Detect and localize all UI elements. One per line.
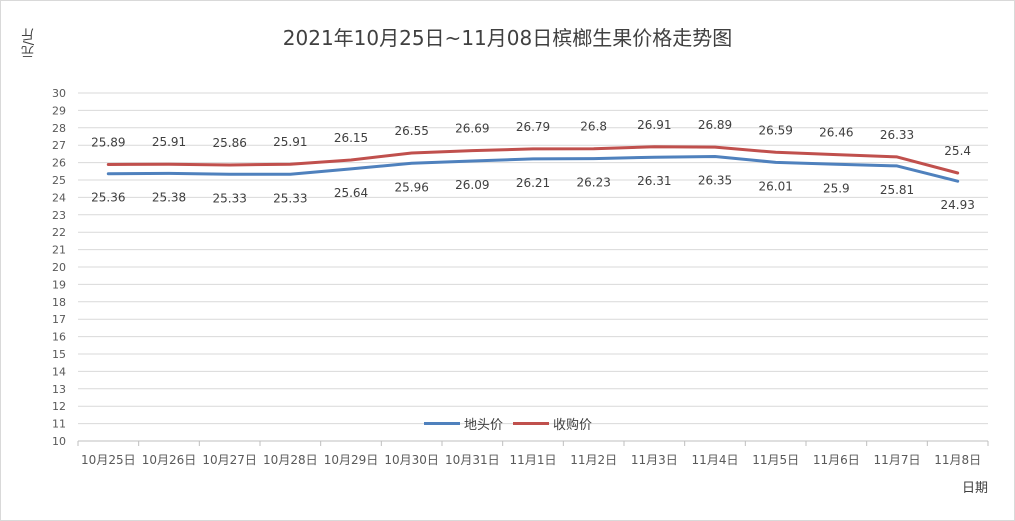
y-tick-label-27: 27: [52, 139, 66, 152]
data-label-series-0-14: 24.93: [940, 198, 974, 212]
data-label-series-1-9: 26.91: [637, 118, 671, 132]
data-label-series-0-1: 25.38: [152, 190, 186, 204]
data-label-series-1-12: 26.46: [819, 126, 853, 140]
x-tick-label-12: 11月6日: [813, 453, 860, 467]
y-tick-label-28: 28: [52, 122, 66, 135]
legend-label-series-1: 收购价: [553, 418, 593, 433]
data-label-series-1-10: 26.89: [698, 118, 732, 132]
y-tick-label-29: 29: [52, 104, 66, 117]
legend-item-series-1: 收购价: [513, 414, 592, 433]
data-label-series-0-12: 25.9: [823, 181, 850, 195]
y-tick-label-25: 25: [52, 174, 66, 187]
data-label-series-0-10: 26.35: [698, 174, 732, 188]
data-label-series-1-13: 26.33: [880, 128, 914, 142]
data-label-series-1-3: 25.91: [273, 135, 307, 149]
y-tick-label-13: 13: [52, 383, 66, 396]
data-label-series-0-3: 25.33: [273, 191, 307, 205]
y-tick-label-22: 22: [52, 226, 66, 239]
x-tick-label-2: 10月27日: [202, 453, 257, 467]
data-label-series-1-11: 26.59: [758, 123, 792, 137]
x-tick-label-3: 10月28日: [263, 453, 318, 467]
x-tick-label-8: 11月2日: [570, 453, 617, 467]
y-tick-label-15: 15: [52, 348, 66, 361]
x-tick-label-11: 11月5日: [752, 453, 799, 467]
y-tick-label-16: 16: [52, 331, 66, 344]
data-label-series-1-4: 26.15: [334, 131, 368, 145]
data-label-series-0-8: 26.23: [576, 176, 610, 190]
y-tick-label-20: 20: [52, 261, 66, 274]
x-tick-label-5: 10月30日: [384, 453, 439, 467]
x-tick-label-10: 11月4日: [692, 453, 739, 467]
y-tick-label-10: 10: [52, 435, 66, 448]
y-tick-label-21: 21: [52, 244, 66, 257]
data-label-series-1-5: 26.55: [394, 124, 428, 138]
x-tick-label-13: 11月7日: [874, 453, 921, 467]
x-tick-label-7: 11月1日: [510, 453, 557, 467]
data-label-series-0-5: 25.96: [394, 180, 428, 194]
y-tick-label-19: 19: [52, 278, 66, 291]
data-label-series-0-7: 26.21: [516, 176, 550, 190]
chart-title: 2021年10月25日~11月08日槟榔生果价格走势图: [282, 26, 733, 50]
legend-label-series-0: 地头价: [464, 418, 504, 433]
x-tick-label-6: 10月31日: [445, 453, 500, 467]
x-tick-label-1: 10月26日: [142, 453, 197, 467]
data-label-series-1-1: 25.91: [152, 135, 186, 149]
data-label-series-0-0: 25.36: [91, 191, 125, 205]
y-tick-label-12: 12: [52, 400, 66, 413]
y-tick-label-23: 23: [52, 209, 66, 222]
y-tick-label-18: 18: [52, 296, 66, 309]
data-label-series-0-6: 26.09: [455, 178, 489, 192]
y-tick-label-14: 14: [52, 365, 66, 378]
series-line-1: [106, 145, 960, 175]
legend: 地头价 收购价: [424, 414, 592, 433]
data-label-series-1-8: 26.8: [580, 120, 607, 134]
x-tick-label-0: 10月25日: [81, 453, 136, 467]
data-label-series-0-2: 25.33: [212, 191, 246, 205]
data-label-series-1-2: 25.86: [212, 136, 246, 150]
data-label-series-0-4: 25.64: [334, 186, 368, 200]
legend-item-series-0: 地头价: [424, 414, 503, 433]
x-tick-label-14: 11月8日: [934, 453, 981, 467]
data-label-series-0-13: 25.81: [880, 183, 914, 197]
legend-swatch-series-0: [424, 422, 460, 425]
y-tick-label-26: 26: [52, 157, 66, 170]
data-label-series-1-7: 26.79: [516, 120, 550, 134]
legend-swatch-series-1: [513, 422, 550, 425]
data-label-series-1-6: 26.69: [455, 122, 489, 136]
y-tick-label-17: 17: [52, 313, 66, 326]
series-line-0: [106, 155, 960, 183]
y-tick-label-24: 24: [52, 191, 66, 204]
x-tick-label-4: 10月29日: [324, 453, 379, 467]
y-tick-label-30: 30: [52, 87, 66, 100]
x-axis-label: 日期: [962, 481, 989, 496]
data-label-series-1-14: 25.4: [944, 144, 971, 158]
x-tick-label-9: 11月3日: [631, 453, 678, 467]
data-label-series-0-9: 26.31: [637, 174, 671, 188]
data-label-series-1-0: 25.89: [91, 136, 125, 150]
data-label-series-0-11: 26.01: [758, 179, 792, 193]
y-tick-label-11: 11: [52, 418, 66, 431]
